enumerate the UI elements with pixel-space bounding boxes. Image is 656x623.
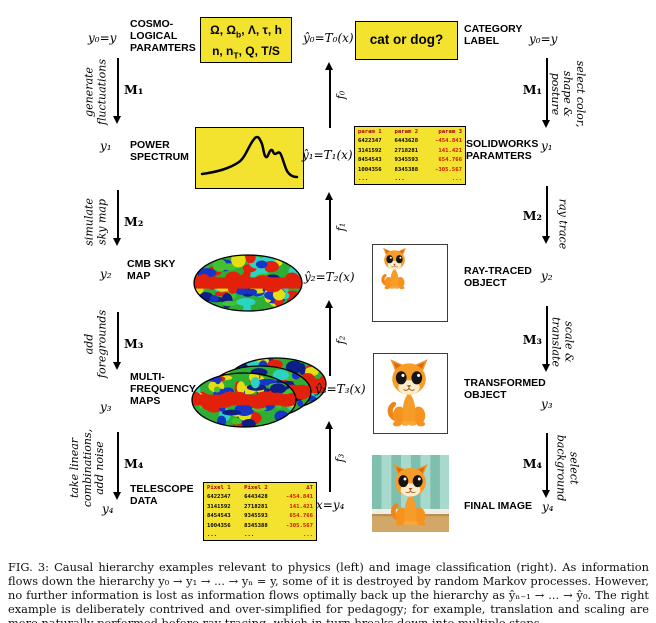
cosmological-parameters-label: COSMO- LOGICAL PARAMTERS <box>130 18 196 54</box>
process-simulate-sky-map: simulate sky map <box>82 198 108 246</box>
process-select-background: select background <box>555 434 581 502</box>
equation-yhat3: ŷ₃=T₃(x) <box>315 382 366 396</box>
multi-frequency-maps-label: MULTI- FREQUENCY MAPS <box>130 371 196 407</box>
equation-x-y4: x=y₄ <box>316 498 345 512</box>
col-header: Pixel 2 <box>244 484 268 491</box>
ray-traced-object-image <box>372 244 448 322</box>
f3-label: f₃ <box>333 453 347 463</box>
physics-var-y2: y₂ <box>100 267 112 281</box>
f1-arrow <box>325 192 333 260</box>
vision-var-y0: y₀=y <box>529 32 558 46</box>
cat-small-render <box>381 247 406 290</box>
m1-arrow-left <box>113 58 121 124</box>
f0-arrow <box>325 62 333 128</box>
telescope-data-table: Pixel 1 Pixel 2 ∆T 6422347 6443428 -454.84… <box>203 482 317 542</box>
transformed-object-label: TRANSFORMED OBJECT <box>464 377 546 401</box>
equation-yhat1: ŷ₁=T₁(x) <box>302 148 353 162</box>
m1-arrow-right <box>542 58 550 128</box>
table-header-row: Pixel 1 Pixel 2 ∆T <box>204 483 317 493</box>
final-image-render <box>372 455 449 532</box>
cmb-sky-map-label: CMB SKY MAP <box>127 258 176 282</box>
f2-arrow <box>325 300 333 376</box>
vision-var-y3: y₃ <box>541 397 553 411</box>
category-label-label: CATEGORY LABEL <box>464 23 523 47</box>
process-add-foregrounds: add foregrounds <box>82 309 108 379</box>
process-ray-trace: ray trace <box>556 198 570 250</box>
m4-arrow-right <box>542 433 550 498</box>
category-label-box: cat or dog? <box>355 21 458 60</box>
physics-var-y1: y₁ <box>100 139 112 153</box>
vision-var-y4: y₄ <box>542 500 554 514</box>
m3-arrow-left <box>113 312 121 370</box>
m2-arrow-left <box>113 190 121 246</box>
solidworks-parameters-label: SOLIDWORKS PARAMTERS <box>466 138 539 162</box>
cosmological-parameters-box: Ω, Ωb, Λ, τ, h n, nT, Q, T/S <box>200 17 292 63</box>
telescope-data-label: TELESCOPE DATA <box>130 483 194 507</box>
vision-var-y2: y₂ <box>541 269 553 283</box>
process-generate-fluctuations: generate fluctuations <box>82 59 108 125</box>
table-row: 8454543 9345593 654.766 <box>358 157 462 164</box>
col-header: Pixel 1 <box>207 484 231 491</box>
vision-var-y1: y₁ <box>541 139 553 153</box>
f0-label: f₀ <box>334 90 348 100</box>
m4-arrow-left <box>113 432 121 500</box>
table-row: 1004356 8345388 -305.567 <box>358 166 462 173</box>
ray-traced-object-label: RAY-TRACED OBJECT <box>464 265 532 289</box>
table-row: ......... <box>207 532 313 539</box>
process-select-color-shape: select color, shape & posture <box>548 60 587 128</box>
equation-yhat2: ŷ₂=T₂(x) <box>304 270 355 284</box>
m1-label-left: M₁ <box>124 82 144 97</box>
m4-label-left: M₄ <box>124 456 144 471</box>
m1-label-right: M₁ <box>522 82 542 97</box>
f2-label: f₂ <box>334 335 348 345</box>
m3-label-right: M₃ <box>522 332 542 347</box>
col-header: param 1 <box>358 128 382 135</box>
power-spectrum-plot <box>195 127 304 189</box>
f3-arrow <box>325 421 333 492</box>
physics-var-y4: y₄ <box>102 502 114 516</box>
table-row: 1004356 8345388 -305.567 <box>207 522 313 529</box>
m2-arrow-right <box>542 186 550 244</box>
table-header-row: param 1 param 2 param 3 <box>355 127 466 137</box>
table-row: 3141592 2718281 141.421 <box>358 147 462 154</box>
col-header: param 2 <box>394 128 419 135</box>
power-spectrum-label: POWER SPECTRUM <box>130 139 189 163</box>
col-header: param 3 <box>438 128 462 135</box>
physics-var-y3: y₃ <box>100 400 112 414</box>
m3-label-left: M₃ <box>124 336 144 351</box>
transformed-object-image <box>373 353 448 434</box>
process-scale-translate: scale & translate <box>550 317 576 367</box>
table-row: 3141592 2718281 141.421 <box>207 503 313 510</box>
table-row: ......... <box>358 176 462 183</box>
figure-caption: FIG. 3: Causal hierarchy examples releva… <box>8 560 649 623</box>
m4-label-right: M₄ <box>522 456 542 471</box>
solidworks-parameters-table: param 1 param 2 param 3 6422347 6443628 -4… <box>354 126 466 186</box>
power-spectrum-curve <box>200 135 299 179</box>
f1-label: f₁ <box>334 222 348 232</box>
final-image-label: FINAL IMAGE <box>464 500 533 512</box>
m2-label-right: M₂ <box>522 208 542 223</box>
table-row: 8454543 9345593 654.766 <box>207 513 313 520</box>
cat-medium-render <box>387 359 428 427</box>
m3-arrow-right <box>542 306 550 372</box>
cmb-sky-map-image <box>193 254 303 312</box>
col-header: ∆T <box>306 484 313 491</box>
m2-label-left: M₂ <box>124 214 144 229</box>
process-take-linear-combinations: take linear combinations, add noise <box>68 428 107 508</box>
equation-yhat0: ŷ₀=T₀(x) <box>303 31 354 45</box>
multi-frequency-maps-image <box>191 357 327 428</box>
table-row: 6422347 6443628 -454.841 <box>358 138 462 145</box>
physics-var-y0: y₀=y <box>88 31 117 45</box>
table-row: 6422347 6443428 -454.841 <box>207 494 313 501</box>
